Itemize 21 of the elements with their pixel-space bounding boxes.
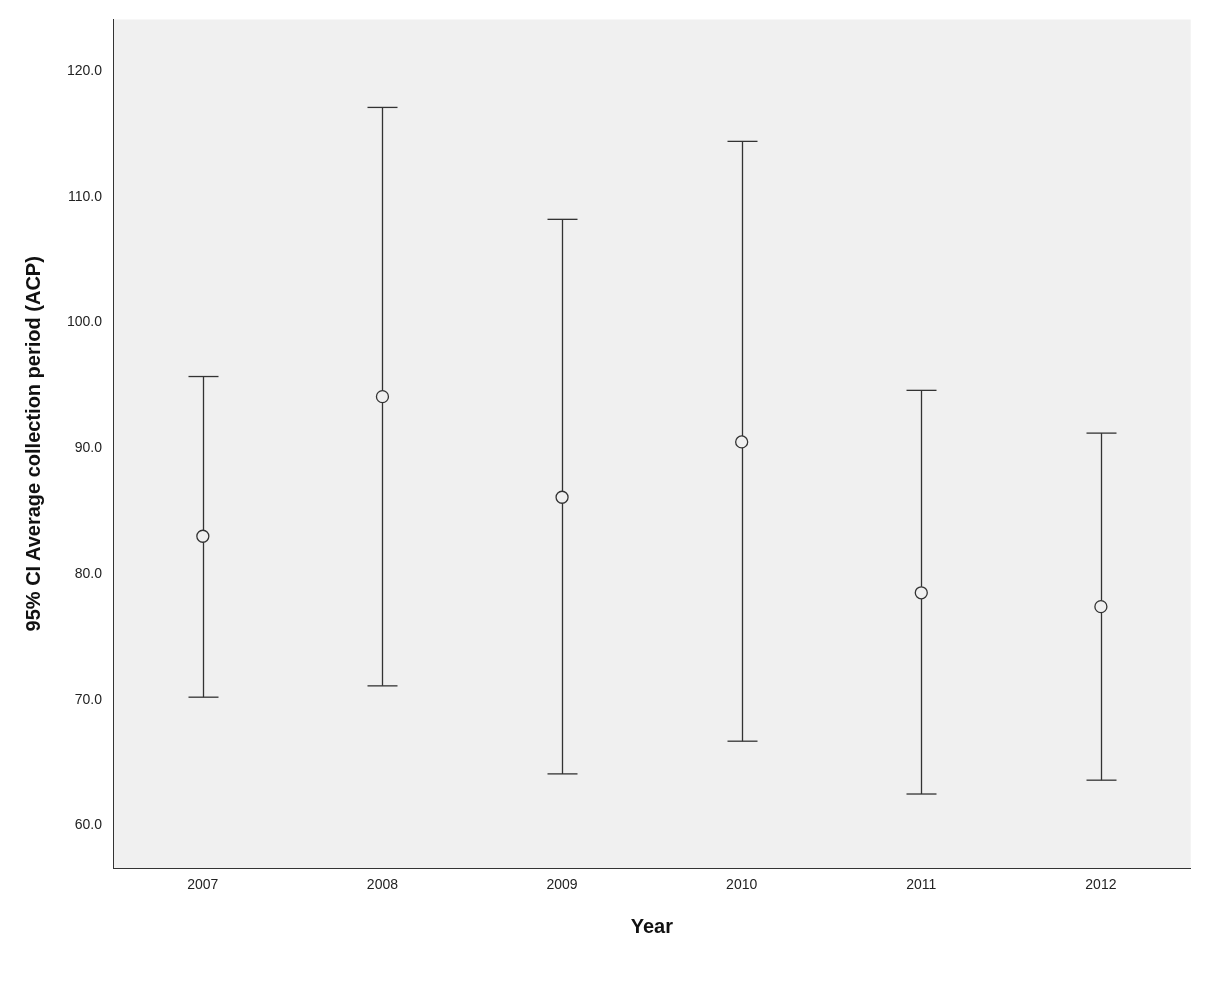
y-tick-label: 110.0 xyxy=(68,187,103,204)
y-axis-title: 95% CI Average collection period (ACP) xyxy=(21,256,44,632)
y-tick-label: 70.0 xyxy=(74,690,103,707)
y-tick-label: 80.0 xyxy=(74,564,103,581)
point xyxy=(735,435,749,449)
point xyxy=(375,389,390,404)
point xyxy=(1094,599,1108,614)
y-tick-label: 120.0 xyxy=(66,61,103,78)
y-tick-label: 60.0 xyxy=(74,816,103,833)
x-tick-label: 2007 xyxy=(187,876,219,893)
point xyxy=(555,490,569,504)
point xyxy=(196,529,210,543)
x-tick-label: 2010 xyxy=(726,876,758,893)
y-tick-label: 90.0 xyxy=(74,439,103,456)
x-tick-label: 2009 xyxy=(546,876,578,893)
x-tick-label: 2011 xyxy=(906,876,937,893)
x-tick-label: 2008 xyxy=(366,876,399,893)
y-tick-label: 100.0 xyxy=(66,313,103,330)
x-tick-label: 2012 xyxy=(1085,876,1117,893)
x-axis-title: Year xyxy=(630,914,674,937)
point xyxy=(914,586,928,600)
